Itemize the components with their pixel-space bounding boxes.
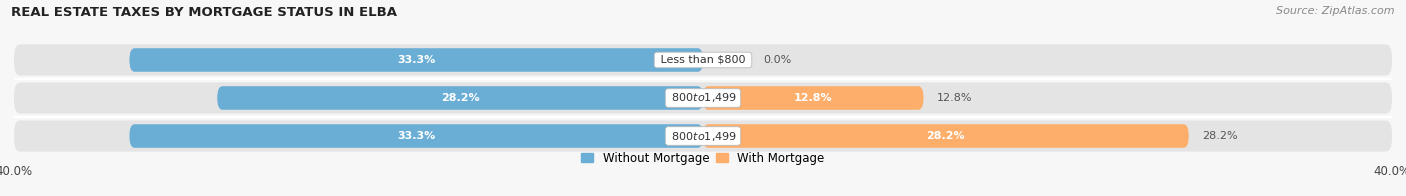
FancyBboxPatch shape — [14, 82, 1392, 114]
FancyBboxPatch shape — [14, 120, 1392, 152]
Text: Less than $800: Less than $800 — [657, 55, 749, 65]
Text: 28.2%: 28.2% — [927, 131, 965, 141]
Text: 33.3%: 33.3% — [396, 55, 436, 65]
Text: $800 to $1,499: $800 to $1,499 — [668, 92, 738, 104]
Text: 33.3%: 33.3% — [396, 131, 436, 141]
Text: 12.8%: 12.8% — [794, 93, 832, 103]
FancyBboxPatch shape — [14, 44, 1392, 76]
Text: 28.2%: 28.2% — [441, 93, 479, 103]
Legend: Without Mortgage, With Mortgage: Without Mortgage, With Mortgage — [581, 152, 825, 165]
Text: REAL ESTATE TAXES BY MORTGAGE STATUS IN ELBA: REAL ESTATE TAXES BY MORTGAGE STATUS IN … — [11, 6, 398, 19]
Text: 0.0%: 0.0% — [763, 55, 792, 65]
Text: $800 to $1,499: $800 to $1,499 — [668, 130, 738, 142]
Text: 28.2%: 28.2% — [1202, 131, 1239, 141]
Text: Source: ZipAtlas.com: Source: ZipAtlas.com — [1277, 6, 1395, 16]
Text: 12.8%: 12.8% — [938, 93, 973, 103]
FancyBboxPatch shape — [218, 86, 703, 110]
FancyBboxPatch shape — [129, 124, 703, 148]
FancyBboxPatch shape — [129, 48, 703, 72]
FancyBboxPatch shape — [703, 86, 924, 110]
FancyBboxPatch shape — [703, 124, 1188, 148]
